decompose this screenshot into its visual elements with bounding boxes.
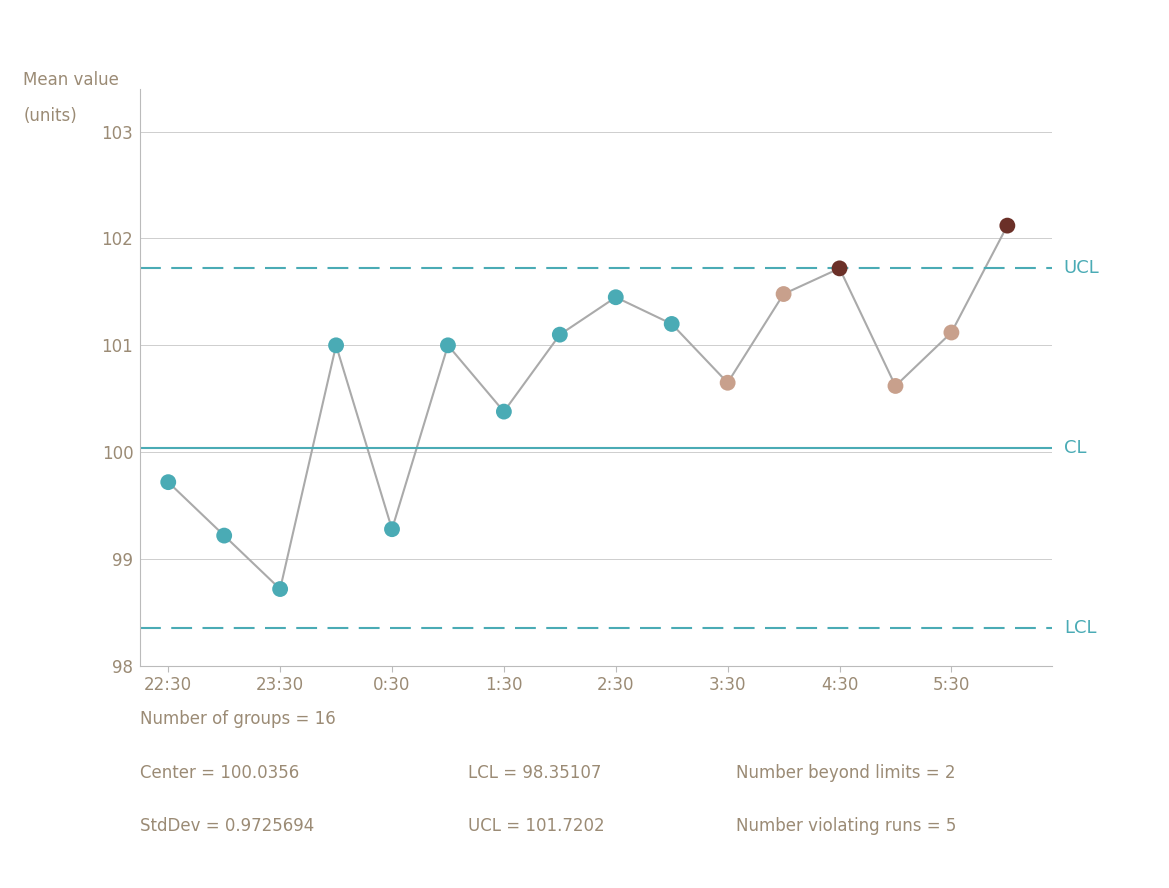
Text: Number of groups = 16: Number of groups = 16	[140, 710, 336, 728]
Text: UCL = 101.7202: UCL = 101.7202	[468, 817, 604, 835]
Text: UCL: UCL	[1064, 259, 1100, 277]
Text: LCL = 98.35107: LCL = 98.35107	[468, 764, 601, 781]
Point	[159, 475, 178, 489]
Point	[271, 582, 290, 596]
Point	[438, 338, 457, 353]
Point	[886, 379, 905, 393]
Point	[998, 218, 1017, 233]
Text: CL: CL	[1064, 440, 1086, 457]
Text: Center = 100.0356: Center = 100.0356	[140, 764, 299, 781]
Text: LCL: LCL	[1064, 620, 1097, 638]
Text: Number violating runs = 5: Number violating runs = 5	[736, 817, 957, 835]
Point	[607, 290, 625, 305]
Point	[718, 376, 736, 390]
Text: Mean value: Mean value	[23, 71, 119, 89]
Point	[942, 325, 961, 339]
Point	[382, 522, 401, 536]
Text: Number beyond limits = 2: Number beyond limits = 2	[736, 764, 956, 781]
Point	[830, 261, 849, 275]
Point	[326, 338, 345, 353]
Point	[774, 287, 793, 301]
Text: (units): (units)	[23, 107, 77, 124]
Point	[494, 405, 513, 419]
Text: StdDev = 0.9725694: StdDev = 0.9725694	[140, 817, 314, 835]
Point	[215, 528, 234, 543]
Point	[551, 328, 569, 342]
Point	[663, 317, 682, 331]
